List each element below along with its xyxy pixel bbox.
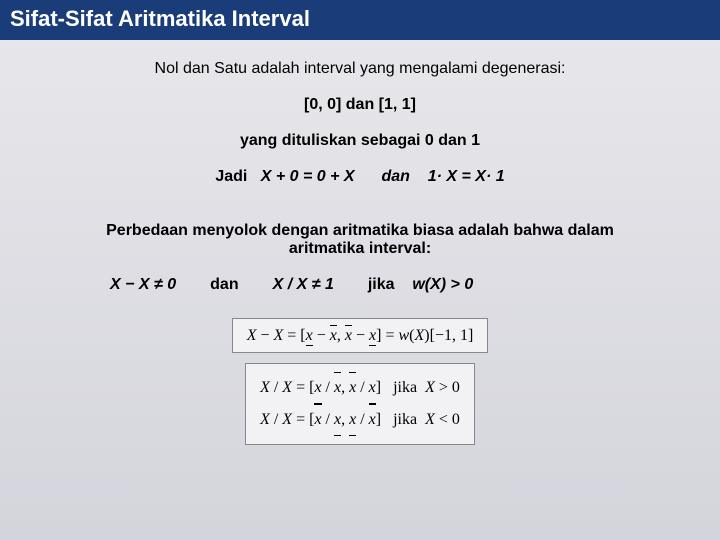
dan-label-1: dan: [381, 168, 409, 185]
formula-subtraction: X − X = [x − x, x − x] = w(X)[−1, 1]: [247, 327, 474, 344]
content-area: Nol dan Satu adalah interval yang mengal…: [0, 40, 720, 445]
wx-cond: w(X) > 0: [412, 276, 473, 293]
formula-box-1: X − X = [x − x, x − x] = w(X)[−1, 1]: [50, 312, 670, 353]
identity-line: Jadi X + 0 = 0 + X dan 1· X = X· 1: [50, 168, 670, 186]
intro-line: Nol dan Satu adalah interval yang mengal…: [50, 60, 670, 78]
difference-line: Perbedaan menyolok dengan aritmatika bia…: [50, 222, 670, 258]
dan-label-2: dan: [210, 276, 238, 294]
title-bar: Sifat-Sifat Aritmatika Interval: [0, 0, 720, 40]
x-minus-x: X − X ≠ 0: [110, 276, 176, 294]
formula-box-2: X / X = [x / x, x / x] jika X > 0 X / X …: [50, 353, 670, 445]
formula-div-pos: X / X = [x / x, x / x] jika X > 0: [260, 372, 460, 404]
mul-identity: 1· X = X· 1: [428, 168, 505, 185]
jadi-label: Jadi: [215, 168, 247, 185]
jika-label: jika: [368, 276, 395, 293]
page-title: Sifat-Sifat Aritmatika Interval: [10, 6, 310, 31]
written-as-line: yang dituliskan sebagai 0 dan 1: [50, 132, 670, 150]
inequality-row: X − X ≠ 0 dan X / X ≠ 1 jika w(X) > 0: [50, 276, 670, 294]
add-identity: X + 0 = 0 + X: [261, 168, 355, 185]
x-div-x: X / X ≠ 1: [273, 276, 334, 294]
interval-notation: [0, 0] dan [1, 1]: [50, 96, 670, 114]
formula-div-neg: X / X = [x / x, x / x] jika X < 0: [260, 404, 460, 436]
